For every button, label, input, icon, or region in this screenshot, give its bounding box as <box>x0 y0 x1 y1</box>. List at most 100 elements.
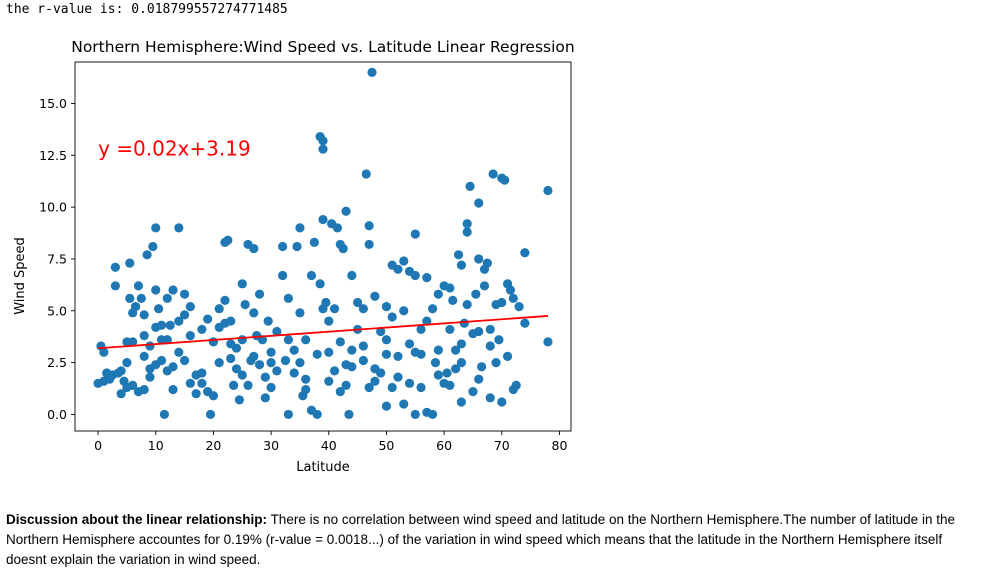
data-point <box>482 258 492 268</box>
data-point <box>174 316 184 326</box>
data-point <box>471 289 481 299</box>
data-point <box>430 357 441 368</box>
x-tick-label: 50 <box>378 438 394 453</box>
data-point <box>179 289 190 299</box>
data-point <box>272 366 282 376</box>
y-tick-label: 15.0 <box>39 96 67 111</box>
data-point <box>283 293 293 303</box>
data-point <box>159 409 169 420</box>
data-point <box>410 270 420 281</box>
data-point <box>295 357 305 368</box>
regression-line <box>98 315 548 350</box>
data-point <box>205 409 216 420</box>
data-point <box>543 337 553 347</box>
data-point <box>318 214 328 225</box>
data-point <box>315 279 325 289</box>
data-point <box>387 382 397 393</box>
data-point <box>278 270 288 281</box>
data-point <box>347 362 357 372</box>
data-point <box>404 378 415 388</box>
data-point <box>139 331 149 341</box>
data-point <box>491 357 501 368</box>
data-point <box>453 250 464 260</box>
data-point <box>223 235 233 245</box>
data-point <box>145 341 155 351</box>
data-point <box>301 374 311 384</box>
data-point <box>226 339 236 349</box>
data-point <box>162 293 172 303</box>
data-point <box>462 219 472 229</box>
discussion-text: There is no correlation between wind spe… <box>6 512 955 567</box>
data-point <box>266 382 276 393</box>
data-point <box>145 372 155 382</box>
data-point <box>220 295 230 305</box>
data-point <box>427 409 438 420</box>
data-point <box>462 299 472 310</box>
data-point <box>416 382 426 393</box>
data-point <box>122 357 132 368</box>
data-point <box>511 380 521 390</box>
r-value-output: the r-value is: 0.018799557274771485 <box>6 2 288 17</box>
data-point <box>376 368 386 378</box>
data-point <box>162 366 172 376</box>
y-tick-label: 10.0 <box>39 200 67 215</box>
data-point <box>110 262 120 272</box>
data-point <box>497 297 507 308</box>
data-point <box>237 335 247 345</box>
data-point <box>249 243 259 254</box>
data-point <box>263 316 273 326</box>
plot-frame <box>74 61 572 432</box>
regression-equation: y =0.02x+3.19 <box>98 136 251 160</box>
data-point <box>451 345 461 355</box>
data-point <box>168 384 178 395</box>
x-tick-label: 30 <box>263 438 279 453</box>
data-point <box>370 376 380 386</box>
data-point <box>116 389 126 399</box>
data-point <box>249 308 259 318</box>
data-point <box>197 368 207 378</box>
data-point <box>520 318 530 328</box>
data-point <box>139 310 149 320</box>
data-point <box>329 304 340 314</box>
data-point <box>203 314 213 324</box>
data-point <box>494 335 504 345</box>
data-point <box>128 380 138 390</box>
data-point <box>433 289 443 299</box>
data-point <box>500 175 510 185</box>
data-point <box>278 241 288 252</box>
data-point <box>456 260 467 270</box>
data-point <box>197 324 207 335</box>
data-point <box>185 378 195 388</box>
data-point <box>214 304 224 314</box>
data-point <box>347 345 357 355</box>
data-point <box>445 380 455 390</box>
data-point <box>416 349 426 359</box>
data-point <box>292 241 302 252</box>
data-point <box>364 221 374 231</box>
x-tick-label: 80 <box>552 438 568 453</box>
data-point <box>151 223 161 233</box>
data-point <box>168 285 178 295</box>
data-point <box>361 169 371 179</box>
data-point <box>249 351 259 361</box>
y-tick-label: 0.0 <box>47 407 67 422</box>
data-point <box>393 372 403 382</box>
data-point <box>433 370 443 380</box>
data-point <box>306 270 317 281</box>
data-point <box>148 241 158 252</box>
data-point <box>229 380 239 390</box>
data-point <box>422 272 432 283</box>
data-point <box>295 223 305 233</box>
data-point <box>301 335 311 345</box>
data-point <box>240 299 250 310</box>
data-point <box>474 326 484 337</box>
data-point <box>231 364 242 374</box>
data-point <box>260 372 270 382</box>
chart-title: Northern Hemisphere:Wind Speed vs. Latit… <box>71 38 575 56</box>
data-point <box>191 389 201 399</box>
data-point <box>358 355 368 366</box>
data-point <box>543 185 553 196</box>
discussion-paragraph: Discussion about the linear relationship… <box>6 510 972 570</box>
data-point <box>329 366 340 376</box>
data-point <box>338 243 348 254</box>
